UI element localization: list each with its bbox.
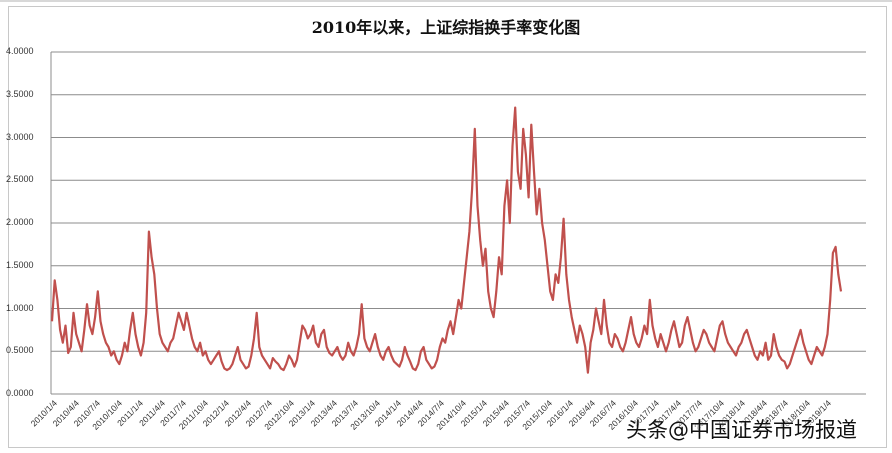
top-divider	[0, 0, 892, 2]
y-tick-label: 0.0000	[6, 388, 34, 398]
y-tick-label: 2.0000	[6, 217, 34, 227]
y-tick-label: 4.0000	[6, 46, 34, 56]
chart-title: 2010年以来，上证综指换手率变化图	[311, 18, 581, 37]
y-tick-label: 1.0000	[6, 302, 34, 313]
series-line	[50, 106, 843, 374]
y-tick-label: 2.5000	[6, 174, 34, 185]
y-tick-label: 0.5000	[6, 345, 34, 356]
watermark-text: 头条@中国证券市场报道	[626, 418, 857, 442]
y-tick-label: 3.5000	[6, 88, 34, 99]
chart-frame	[8, 6, 887, 448]
y-tick-label: 3.0000	[6, 131, 34, 142]
y-tick-label: 1.5000	[6, 259, 34, 270]
